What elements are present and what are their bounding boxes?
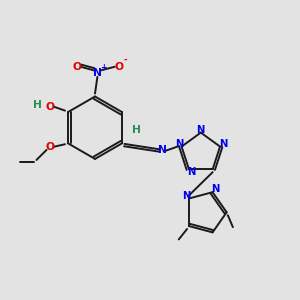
Text: N: N bbox=[182, 190, 190, 200]
Text: O: O bbox=[72, 62, 81, 72]
Text: H: H bbox=[133, 125, 141, 135]
Text: -: - bbox=[124, 56, 127, 65]
Text: N: N bbox=[219, 139, 227, 149]
Text: H: H bbox=[33, 100, 41, 110]
Text: N: N bbox=[212, 184, 220, 194]
Text: N: N bbox=[187, 167, 196, 177]
Text: O: O bbox=[45, 142, 54, 152]
Text: N: N bbox=[93, 68, 102, 78]
Text: N: N bbox=[196, 124, 204, 135]
Text: N: N bbox=[158, 145, 167, 155]
Text: O: O bbox=[46, 102, 55, 112]
Text: +: + bbox=[100, 63, 106, 72]
Text: N: N bbox=[175, 139, 183, 149]
Text: O: O bbox=[114, 62, 123, 72]
